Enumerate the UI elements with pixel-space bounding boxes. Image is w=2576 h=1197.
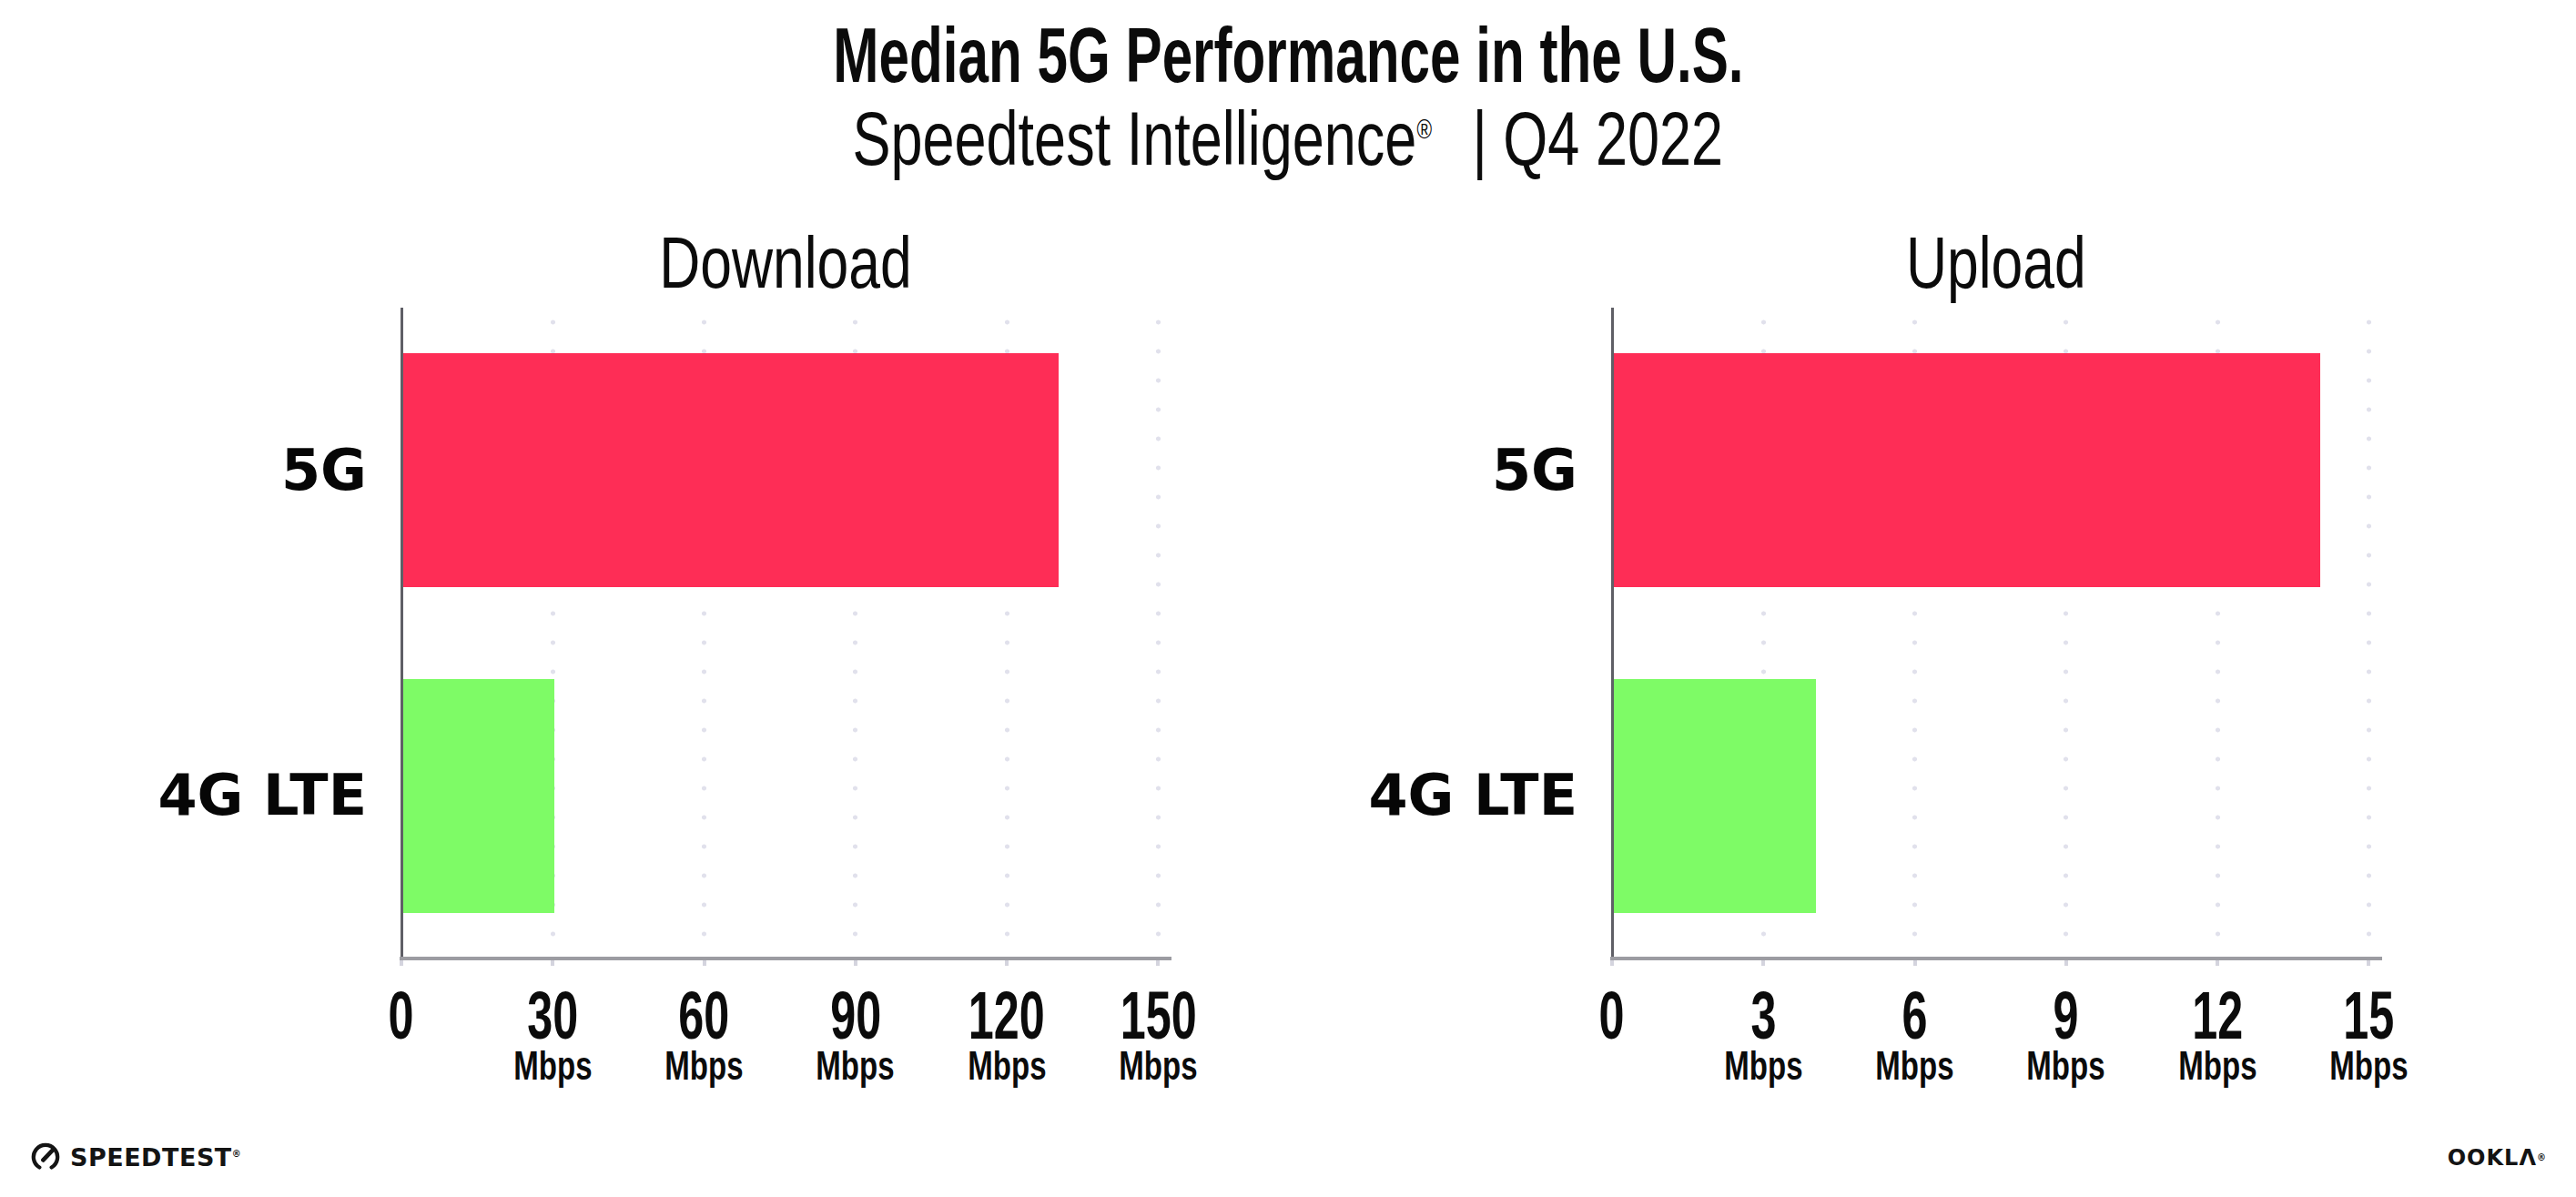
gauge-icon	[30, 1141, 61, 1172]
x-tick-label: 15	[2277, 979, 2459, 1052]
chart-title-download: Download	[401, 221, 1170, 305]
bar-5g-download	[403, 353, 1059, 587]
ookla-wordmark: OOKLΛ	[2448, 1145, 2537, 1171]
axis-tick	[2064, 960, 2068, 966]
axis-tick	[1005, 960, 1009, 966]
x-tick-value: 9	[2054, 979, 2079, 1052]
axis-tick	[1761, 960, 1765, 966]
registered-mark-icon: ®	[1417, 114, 1433, 144]
x-tick-value: 12	[2192, 979, 2243, 1052]
gridline	[1156, 308, 1161, 959]
plot-area-upload	[1612, 308, 2380, 959]
x-tick-value: 6	[1902, 979, 1928, 1052]
y-axis-line	[401, 308, 403, 959]
x-tick-unit: Mbps	[2277, 1043, 2459, 1089]
x-tick-unit-text: Mbps	[2178, 1043, 2257, 1089]
x-tick-value: 3	[1750, 979, 1776, 1052]
axis-tick	[1610, 960, 1614, 966]
x-tick-value: 0	[1599, 979, 1625, 1052]
x-axis-line	[1610, 957, 2382, 960]
x-tick-label: 150	[1067, 979, 1249, 1052]
axis-tick	[1913, 960, 1917, 966]
chart-title-text: Upload	[1906, 221, 2086, 305]
ookla-logo: OOKLΛ®	[2448, 1143, 2547, 1172]
axis-tick	[400, 960, 403, 966]
x-tick-unit-text: Mbps	[2027, 1043, 2105, 1089]
x-tick-value: 30	[527, 979, 578, 1052]
page-title: Median 5G Performance in the U.S.	[0, 13, 2576, 96]
x-axis-line	[400, 957, 1171, 960]
bar-4g-lte-upload	[1614, 679, 1816, 913]
axis-tick	[1156, 960, 1160, 966]
bar-4g-lte-download	[403, 679, 554, 913]
x-tick-unit-text: Mbps	[816, 1043, 895, 1089]
x-tick-unit-text: Mbps	[1875, 1043, 1953, 1089]
chart-title-upload: Upload	[1612, 221, 2380, 305]
page-title-text: Median 5G Performance in the U.S.	[833, 13, 1743, 96]
y-label-4g-lte: 4G LTE	[0, 755, 367, 837]
x-tick-unit-text: Mbps	[968, 1043, 1046, 1089]
infographic-canvas: Median 5G Performance in the U.S. Speedt…	[0, 0, 2576, 1197]
x-tick-unit-text: Mbps	[513, 1043, 592, 1089]
x-tick-unit-text: Mbps	[1119, 1043, 1197, 1089]
bar-5g-upload	[1614, 353, 2320, 587]
axis-tick	[703, 960, 706, 966]
subtitle-brand: Speedtest Intelligence	[853, 96, 1417, 181]
axis-tick	[854, 960, 857, 966]
x-tick-value: 90	[830, 979, 881, 1052]
plot-area-download	[401, 308, 1170, 959]
axis-tick	[551, 960, 554, 966]
page-subtitle: Speedtest Intelligence® | Q4 2022	[0, 96, 2576, 180]
gridline	[2367, 308, 2371, 959]
speedtest-wordmark: SPEEDTEST	[70, 1143, 232, 1172]
x-tick-unit-text: Mbps	[1724, 1043, 1802, 1089]
y-label-5g: 5G	[0, 430, 367, 512]
subtitle-period: | Q4 2022	[1473, 96, 1724, 181]
y-label-4g-lte: 4G LTE	[1195, 755, 1577, 837]
axis-tick	[2216, 960, 2219, 966]
y-label-5g: 5G	[1195, 430, 1577, 512]
x-tick-value: 0	[389, 979, 414, 1052]
chart-title-text: Download	[659, 221, 912, 305]
x-tick-value: 60	[679, 979, 730, 1052]
y-axis-line	[1611, 308, 1614, 959]
speedtest-registered-icon: ®	[232, 1149, 242, 1159]
x-tick-unit-text: Mbps	[2329, 1043, 2408, 1089]
axis-tick	[2367, 960, 2370, 966]
x-tick-unit-text: Mbps	[664, 1043, 743, 1089]
x-tick-value: 150	[1120, 979, 1196, 1052]
x-tick-value: 120	[969, 979, 1045, 1052]
speedtest-logo: SPEEDTEST®	[30, 1136, 241, 1178]
x-tick-value: 15	[2343, 979, 2394, 1052]
x-tick-unit: Mbps	[1067, 1043, 1249, 1089]
